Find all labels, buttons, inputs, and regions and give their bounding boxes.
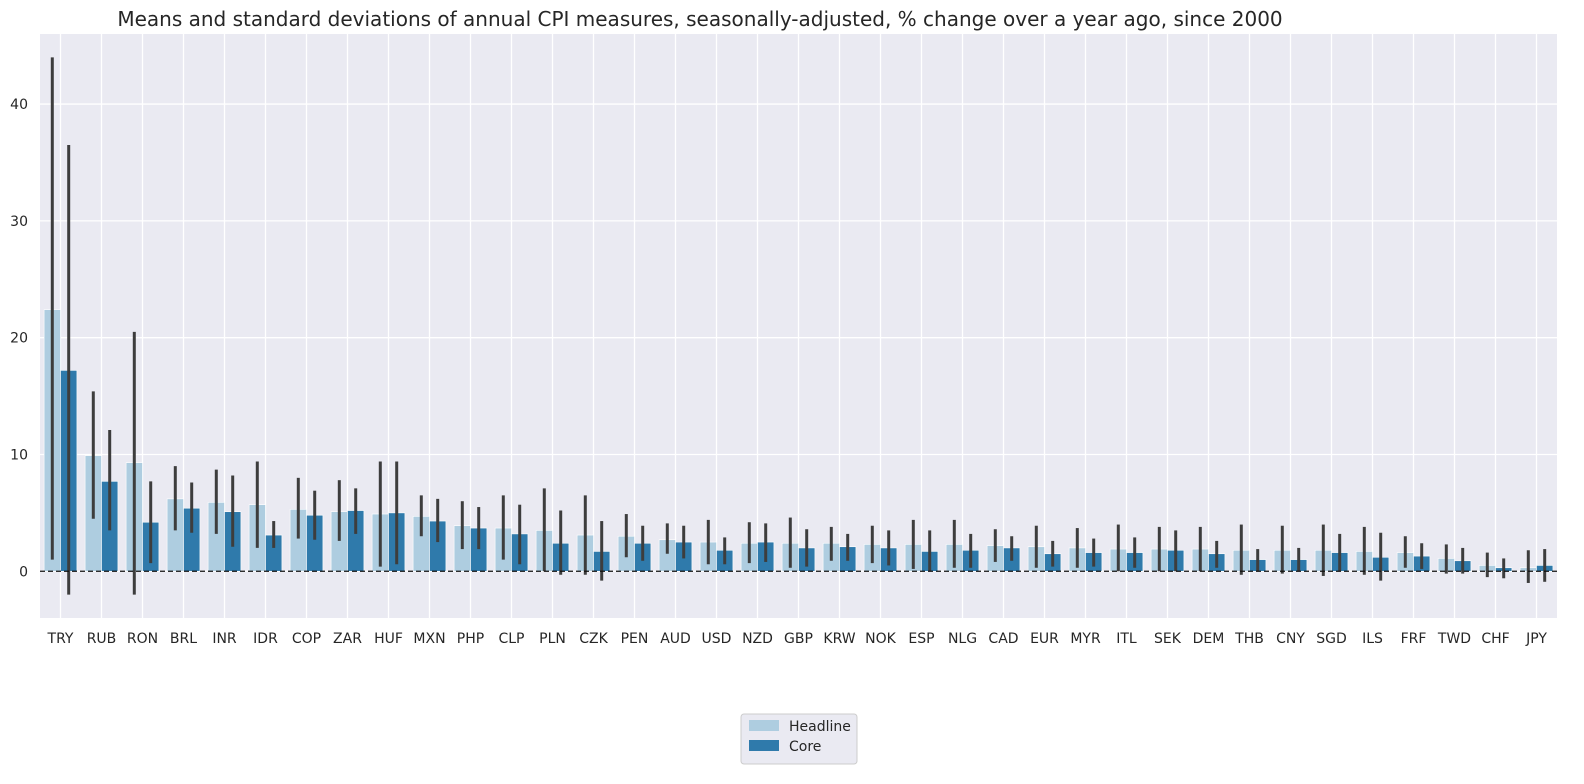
x-tick-label: PEN [621, 631, 649, 647]
x-tick-label: CNY [1276, 631, 1305, 647]
x-tick-label: PHP [457, 631, 484, 647]
x-tick-label: JPY [1525, 631, 1547, 647]
x-tick-label: TWD [1437, 631, 1471, 647]
chart-title: Means and standard deviations of annual … [117, 7, 1282, 31]
x-tick-label: CAD [988, 631, 1018, 647]
legend-label-headline: Headline [789, 719, 851, 735]
x-tick-label: TRY [47, 631, 74, 647]
x-tick-label: AUD [660, 631, 691, 647]
x-tick-label: CHF [1481, 631, 1509, 647]
x-tick-label: RUB [87, 631, 117, 647]
x-tick-label: RON [127, 631, 158, 647]
x-tick-label: CZK [579, 631, 608, 647]
x-tick-label: ITL [1116, 631, 1137, 647]
y-tick-label: 30 [10, 214, 28, 230]
legend-swatch-core [749, 740, 779, 751]
x-tick-label: INR [212, 631, 237, 647]
x-tick-label: MYR [1070, 631, 1101, 647]
x-tick-label: GBP [784, 631, 813, 647]
x-tick-label: MXN [413, 631, 445, 647]
y-tick-label: 10 [10, 447, 28, 463]
x-tick-label: BRL [170, 631, 197, 647]
y-tick-label: 0 [19, 564, 28, 580]
x-tick-label: ZAR [333, 631, 362, 647]
x-tick-label: ESP [908, 631, 934, 647]
x-tick-label: KRW [823, 631, 855, 647]
x-tick-label: COP [292, 631, 321, 647]
x-tick-label: ILS [1362, 631, 1383, 647]
legend: Headline Core [740, 713, 858, 765]
x-tick-label: EUR [1030, 631, 1059, 647]
plot-area: 0 10 20 30 40 TRY RUB RON BRL INR IDR COP ZAR HUF MXN P… [10, 34, 1557, 647]
legend-label-core: Core [789, 739, 821, 755]
y-tick-label: 40 [10, 97, 28, 113]
x-tick-label: THB [1234, 631, 1264, 647]
x-tick-label: CLP [498, 631, 524, 647]
legend-swatch-headline [749, 720, 779, 731]
x-tick-label: SGD [1316, 631, 1347, 647]
x-tick-label: NLG [948, 631, 977, 647]
x-tick-label: DEM [1193, 631, 1225, 647]
y-tick-label: 20 [10, 331, 28, 347]
x-tick-label: FRF [1401, 631, 1427, 647]
x-tick-label: PLN [539, 631, 566, 647]
x-tick-label: NOK [865, 631, 896, 647]
x-tick-label: HUF [374, 631, 403, 647]
x-tick-label: USD [702, 631, 732, 647]
x-tick-label: IDR [253, 631, 278, 647]
x-tick-label: NZD [742, 631, 773, 647]
x-tick-label: SEK [1154, 631, 1182, 647]
